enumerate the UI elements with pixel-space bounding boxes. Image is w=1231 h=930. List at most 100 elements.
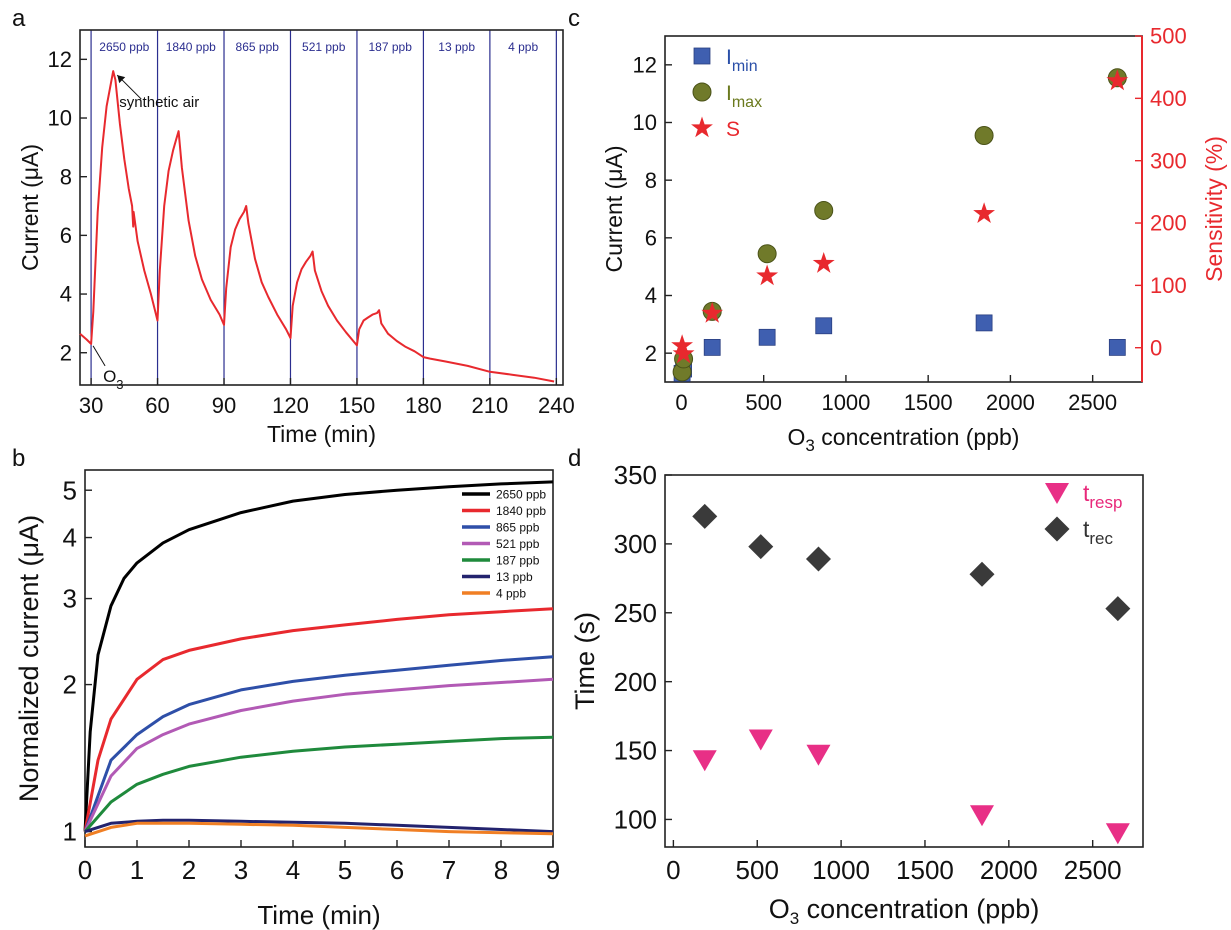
panel-label: a (12, 5, 26, 32)
y-tick-label: 2 (63, 670, 77, 700)
y2-tick-label: 400 (1150, 86, 1187, 111)
data-point-triangle-down (806, 744, 831, 766)
x-tick-label: 1000 (812, 855, 870, 885)
x-tick-label: 60 (145, 393, 169, 418)
x-tick-label: 7 (442, 855, 456, 885)
data-point-star (812, 252, 835, 273)
legend-label: Imin (726, 46, 758, 75)
x-tick-label: 0 (78, 855, 92, 885)
x-tick-label: 1500 (904, 390, 953, 415)
x-tick-label: 3 (234, 855, 248, 885)
y-tick-label: 8 (60, 164, 72, 189)
plot-frame (79, 29, 564, 386)
y-tick-label: 2 (645, 341, 657, 366)
data-point-triangle-down (1105, 823, 1130, 845)
legend-label: 1840 ppb (496, 504, 546, 518)
arrow-head (117, 75, 126, 84)
data-point-star (701, 301, 724, 323)
panel-c: c 0 500 1000 1500 2000 2500 2 4 6 8 10 12 0 100 200 300 4… (568, 5, 1227, 455)
y-tick-label: 6 (60, 223, 72, 248)
data-point-square (1108, 338, 1126, 356)
x-tick-label: 0 (675, 390, 687, 415)
y-tick-label: 4 (645, 283, 657, 308)
x-tick-label: 30 (79, 393, 103, 418)
legend-label: trec (1083, 516, 1114, 548)
x-tick-label: 9 (546, 855, 560, 885)
series-line (84, 818, 554, 834)
x-tick-label: 500 (736, 855, 779, 885)
data-point-diamond (748, 534, 774, 560)
x-tick-label: 240 (538, 393, 575, 418)
series-line (83, 735, 554, 833)
legend-label: 187 ppb (496, 554, 540, 568)
y-tick-label: 300 (614, 529, 657, 559)
y2-tick-label: 200 (1150, 211, 1187, 236)
segment-label: 187 ppb (368, 40, 412, 54)
series-line (83, 480, 554, 832)
series-line (83, 677, 554, 833)
x-tick-label: 1 (130, 855, 144, 885)
segment-label: 865 ppb (236, 40, 280, 54)
y2-tick-label: 500 (1150, 24, 1187, 49)
y-tick-label: 6 (645, 226, 657, 251)
plot-frame (84, 469, 554, 848)
x-tick-label: 2500 (1064, 855, 1122, 885)
data-point-star (756, 264, 779, 286)
x-tick-label: 120 (272, 393, 309, 418)
y-tick-label: 5 (63, 475, 77, 505)
legend-marker (692, 82, 712, 102)
y-tick-label: 8 (645, 168, 657, 193)
segment-label: 13 ppb (438, 40, 475, 54)
x-tick-label: 2000 (980, 855, 1038, 885)
panel-label: d (568, 445, 581, 472)
data-point-star (973, 202, 995, 223)
y-tick-label: 200 (614, 667, 657, 697)
legend-label: 2650 ppb (496, 488, 546, 502)
legend-marker (1044, 516, 1070, 542)
x-tick-label: 210 (472, 393, 509, 418)
y-tick-label: 100 (614, 805, 657, 835)
y2-tick-label: 0 (1150, 335, 1162, 360)
plot-frame (664, 474, 1144, 848)
data-point-circle (974, 125, 994, 145)
y-tick-label: 350 (614, 460, 657, 490)
legend-label: 4 ppb (496, 587, 526, 601)
y-tick-label: 10 (633, 110, 657, 135)
y2-tick-label: 300 (1150, 148, 1187, 173)
series-line (83, 655, 554, 833)
x-axis-label: O3 concentration (ppb) (769, 894, 1040, 928)
x-tick-label: 5 (338, 855, 352, 885)
x-tick-label: 6 (390, 855, 404, 885)
panel-a: a 2650 ppb 1840 ppb 865 ppb 521 ppb 187 ppb 13… (12, 5, 575, 447)
y-tick-label: 12 (633, 53, 657, 78)
x-tick-label: 8 (494, 855, 508, 885)
legend-marker (691, 116, 713, 138)
segment-label: 2650 ppb (99, 40, 149, 54)
data-point-square (703, 338, 721, 356)
legend-label: Imax (726, 82, 762, 111)
data-point-triangle-down (748, 729, 773, 751)
x-tick-label: 180 (405, 393, 442, 418)
data-point-star (671, 334, 693, 356)
x-tick-label: 2500 (1068, 390, 1117, 415)
y2-axis-label: Sensitivity (%) (1201, 136, 1227, 282)
series-line (83, 607, 554, 832)
x-tick-label: 90 (212, 393, 236, 418)
data-point-star (1106, 69, 1129, 91)
x-tick-label: 1000 (821, 390, 870, 415)
data-point-diamond (692, 503, 718, 529)
segment-label: 521 ppb (302, 40, 346, 54)
y-tick-label: 3 (63, 584, 77, 614)
legend-label: S (726, 118, 740, 141)
x-tick-label: 2000 (986, 390, 1035, 415)
y-axis-label: Current (μA) (601, 146, 627, 273)
legend-marker (693, 47, 711, 65)
annotation-o3: O3 (103, 367, 123, 392)
legend-label: 521 ppb (496, 537, 540, 551)
x-tick-label: 500 (745, 390, 782, 415)
y-tick-label: 150 (614, 736, 657, 766)
y-axis-label: Current (μA) (17, 144, 43, 271)
data-point-triangle-down (969, 805, 994, 827)
